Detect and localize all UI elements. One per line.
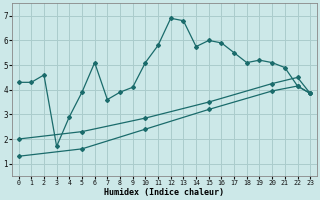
X-axis label: Humidex (Indice chaleur): Humidex (Indice chaleur) xyxy=(104,188,224,197)
